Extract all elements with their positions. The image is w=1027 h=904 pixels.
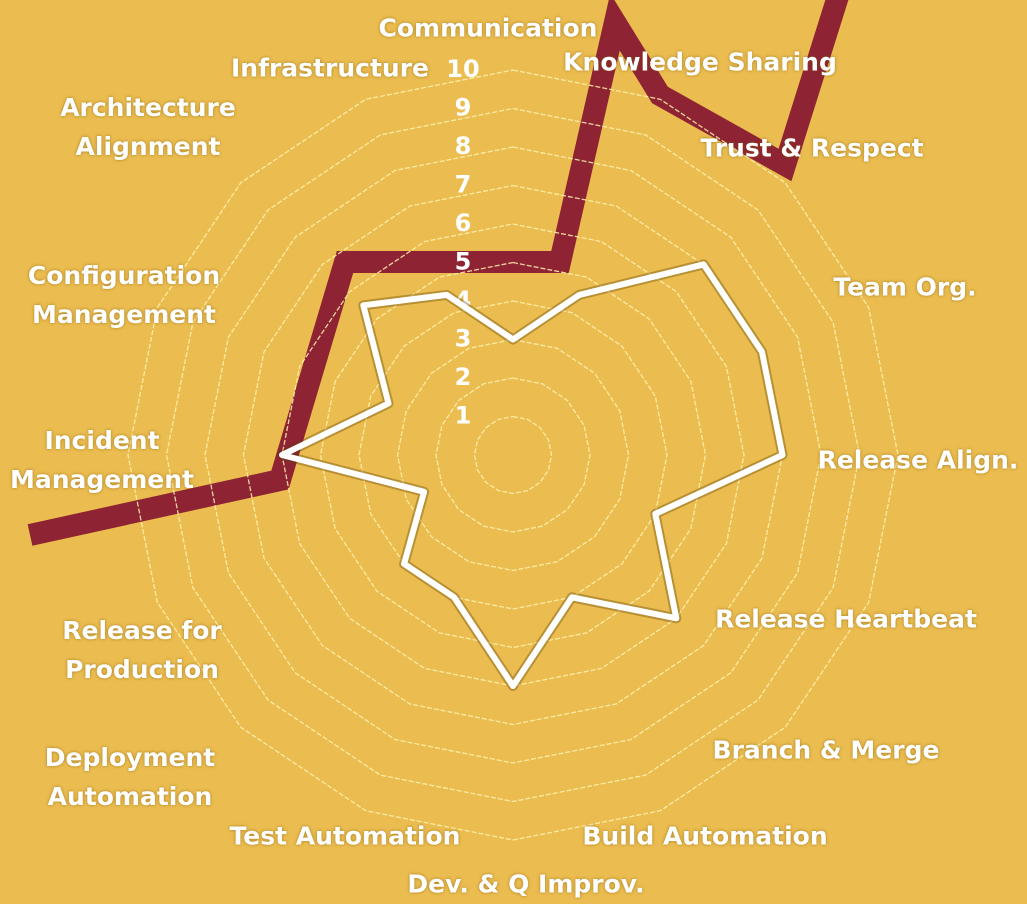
r-tick-label: 2 xyxy=(455,363,472,391)
radar-line xyxy=(279,261,786,689)
paper-strip xyxy=(27,0,849,546)
grid-ring xyxy=(396,338,630,572)
r-tick-label: 8 xyxy=(455,132,472,160)
grid-ring xyxy=(204,146,822,764)
r-tick-label: 7 xyxy=(455,171,472,199)
grid-ring xyxy=(319,261,707,649)
grid-ring xyxy=(127,69,899,841)
axis-label: Release for Production xyxy=(62,616,222,684)
r-tick-label: 1 xyxy=(455,402,472,430)
r-tick-label: 5 xyxy=(455,248,472,276)
axis-label: Team Org. xyxy=(833,272,977,302)
axis-label: Build Automation xyxy=(582,821,828,851)
axis-label: Deployment Automation xyxy=(44,743,216,811)
axis-label: Architecture Alignment xyxy=(60,93,236,161)
plot xyxy=(277,259,788,691)
axis-label: Release Heartbeat xyxy=(715,604,977,634)
axis-label: Dev. & Q Improv. xyxy=(407,869,645,899)
axis-label: Release Align. xyxy=(817,445,1019,475)
grid-ring xyxy=(165,107,861,803)
axis-label: Incident Management xyxy=(9,426,195,494)
axis-label: Test Automation xyxy=(229,821,461,851)
r-tick-label: 9 xyxy=(455,94,472,122)
r-tick-label: 10 xyxy=(446,55,479,83)
axis-label: Branch & Merge xyxy=(712,735,940,765)
axis-label: Configuration Management xyxy=(27,261,221,329)
axis-label: Infrastructure xyxy=(231,53,429,83)
r-tick-label: 6 xyxy=(455,209,472,237)
axis-label: Communication xyxy=(378,13,598,43)
grid-ring xyxy=(435,377,591,533)
axis-label: Knowledge Sharing xyxy=(563,47,837,77)
axis-label: Trust & Respect xyxy=(700,133,924,163)
r-tick-label: 3 xyxy=(455,325,472,353)
grid-ring xyxy=(473,415,553,495)
